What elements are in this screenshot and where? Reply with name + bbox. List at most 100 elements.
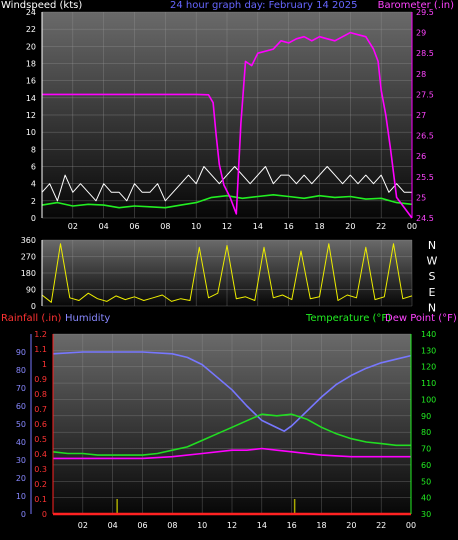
barometer-tick-label: 28 (416, 70, 426, 79)
x-tick-label: 06 (137, 521, 147, 530)
temperature-f-line (52, 413, 411, 456)
direction-tick-label: 360 (21, 236, 36, 245)
temperature-tick-label: 40 (421, 494, 431, 503)
x-tick-label: 20 (345, 222, 355, 231)
rainfall-axis-title: Rainfall (.in) (1, 313, 62, 324)
direction-tick-label: 180 (21, 269, 36, 278)
windspeed-kts-line (41, 166, 412, 202)
rainfall-tick-label: 0 (42, 510, 47, 519)
average-windspeed-line (41, 194, 413, 209)
dewpoint-axis-title: Dew Point (°F) (385, 313, 457, 324)
compass-label: E (429, 286, 436, 299)
temperature-tick-label: 50 (421, 477, 431, 486)
x-tick-label: 10 (191, 222, 201, 231)
windspeed-tick-label: 12 (26, 111, 36, 120)
x-tick-label: 06 (129, 222, 139, 231)
barometer-tick-label: 27 (416, 111, 426, 120)
rain-humidity-temperature-chart: 3040506070809010011012013014001020304050… (16, 330, 436, 530)
x-tick-label: 04 (108, 521, 118, 530)
temperature-axis-title: Temperature (°F) (306, 313, 392, 324)
windspeed-tick-label: 24 (26, 8, 36, 17)
humidity-tick-label: 20 (16, 474, 26, 483)
humidity-tick-label: 60 (16, 402, 26, 411)
x-tick-label: 18 (316, 521, 326, 530)
barometer-tick-label: 26.5 (416, 132, 434, 141)
temperature-tick-label: 70 (421, 445, 431, 454)
x-tick-label: 04 (99, 222, 109, 231)
wind-barometer-chart: 02468101214161820222424.52525.52626.5272… (26, 8, 434, 231)
compass-label: N (428, 239, 436, 252)
humidity-tick-label: 70 (16, 384, 26, 393)
rainfall-tick-label: 1.1 (34, 345, 47, 354)
windspeed-tick-label: 22 (26, 25, 36, 34)
x-tick-label: 08 (160, 222, 170, 231)
x-tick-label: 14 (253, 222, 263, 231)
rainfall-tick-label: 1.2 (34, 330, 47, 339)
x-tick-label: 08 (167, 521, 177, 530)
windspeed-tick-label: 8 (31, 145, 36, 154)
rainfall-tick-label: 0.1 (34, 495, 47, 504)
x-tick-label: 02 (68, 222, 78, 231)
humidity-line (52, 351, 412, 432)
compass-label: S (429, 270, 436, 283)
windspeed-tick-label: 20 (26, 42, 36, 51)
humidity-axis-title: Humidity (65, 313, 111, 324)
rainfall-tick-label: 1 (42, 360, 47, 369)
windspeed-tick-label: 10 (26, 128, 36, 137)
windspeed-tick-label: 16 (26, 77, 36, 86)
windspeed-tick-label: 4 (31, 180, 36, 189)
temperature-tick-label: 80 (421, 428, 431, 437)
temperature-tick-label: 140 (421, 330, 436, 339)
x-tick-label: 20 (346, 521, 356, 530)
humidity-tick-label: 50 (16, 420, 26, 429)
temperature-tick-label: 120 (421, 363, 436, 372)
rainfall-tick-label: 0.6 (34, 420, 47, 429)
windspeed-tick-label: 0 (31, 214, 36, 223)
temperature-tick-label: 90 (421, 412, 431, 421)
barometer-tick-label: 26 (416, 152, 426, 161)
barometer-in-line (42, 31, 413, 219)
rainfall-tick-label: 0.4 (34, 450, 47, 459)
barometer-tick-label: 28.5 (416, 49, 434, 58)
x-tick-label: 16 (287, 521, 297, 530)
temperature-tick-label: 100 (421, 395, 436, 404)
wind-direction-line (41, 243, 413, 303)
humidity-tick-label: 0 (21, 510, 26, 519)
humidity-tick-label: 30 (16, 456, 26, 465)
compass-label: N (428, 301, 436, 312)
rainfall-tick-label: 0.8 (34, 390, 47, 399)
barometer-tick-label: 25 (416, 193, 426, 202)
rainfall-tick-label: 0.5 (34, 435, 47, 444)
x-tick-label: 10 (197, 521, 207, 530)
humidity-tick-label: 40 (16, 438, 26, 447)
humidity-tick-label: 80 (16, 366, 26, 375)
temperature-tick-label: 60 (421, 461, 431, 470)
barometer-tick-label: 27.5 (416, 90, 434, 99)
direction-tick-label: 90 (26, 286, 36, 295)
x-tick-label: 02 (78, 521, 88, 530)
rainfall-tick-label: 0.9 (34, 375, 47, 384)
barometer-tick-label: 29 (416, 29, 426, 38)
temperature-tick-label: 110 (421, 379, 436, 388)
humidity-tick-label: 90 (16, 348, 26, 357)
direction-tick-label: 270 (21, 253, 36, 262)
barometer-tick-label: 25.5 (416, 173, 434, 182)
x-tick-label: 18 (314, 222, 324, 231)
x-tick-label: 22 (376, 222, 386, 231)
rainfall-tick-label: 0.7 (34, 405, 47, 414)
x-tick-label: 12 (222, 222, 232, 231)
temperature-tick-label: 130 (421, 346, 436, 355)
barometer-tick-label: 29.5 (416, 8, 434, 17)
windspeed-tick-label: 14 (26, 94, 36, 103)
windspeed-tick-label: 18 (26, 60, 36, 69)
rainfall-tick-label: 0.2 (34, 480, 47, 489)
x-tick-label: 00 (407, 222, 417, 231)
humidity-tick-label: 10 (16, 492, 26, 501)
x-tick-label: 12 (227, 521, 237, 530)
compass-label: W (427, 255, 438, 268)
x-tick-label: 00 (406, 521, 416, 530)
x-tick-label: 16 (284, 222, 294, 231)
x-tick-label: 14 (257, 521, 267, 530)
barometer-axis-title: Barometer (.in) (377, 0, 454, 11)
